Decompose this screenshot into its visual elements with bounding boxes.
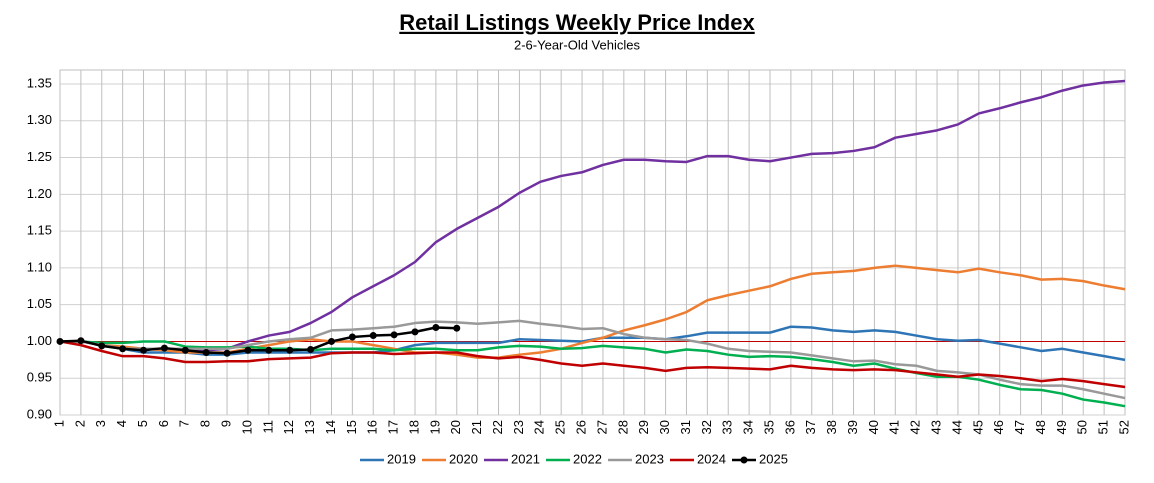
data-point	[202, 348, 210, 356]
x-tick-label: 14	[323, 420, 338, 434]
x-tick-label: 31	[678, 420, 693, 434]
series-line	[59, 340, 1126, 389]
x-tick-label: 34	[741, 420, 756, 434]
legend-marker	[740, 456, 748, 464]
x-tick-label: 35	[761, 420, 776, 434]
data-point	[453, 324, 461, 332]
x-tick-label: 46	[991, 420, 1006, 434]
legend-label: 2023	[635, 451, 664, 466]
x-tick-label: 12	[281, 420, 296, 434]
x-tick-label: 41	[887, 420, 902, 434]
data-point	[77, 337, 85, 345]
series-line	[60, 79, 1126, 352]
x-tick-label: 3	[93, 420, 108, 427]
x-tick-label: 23	[511, 420, 526, 434]
x-tick-label: 50	[1075, 420, 1090, 434]
x-tick-label: 32	[699, 420, 714, 434]
x-tick-label: 29	[636, 420, 651, 434]
x-tick-label: 26	[573, 420, 588, 434]
x-tick-label: 9	[218, 420, 233, 427]
x-tick-label: 40	[866, 420, 881, 434]
y-tick-label: 0.95	[27, 370, 52, 385]
x-tick-label: 5	[135, 420, 150, 427]
data-point	[369, 332, 377, 340]
data-point	[286, 346, 294, 354]
data-point	[327, 337, 335, 345]
series-line	[60, 325, 1126, 362]
data-point	[140, 346, 148, 354]
data-point	[160, 344, 168, 352]
data-point	[223, 349, 231, 357]
x-tick-label: 10	[239, 420, 254, 434]
series-line	[60, 264, 1126, 359]
x-tick-label: 49	[1054, 420, 1069, 434]
data-point	[411, 328, 419, 336]
x-tick-label: 52	[1116, 420, 1131, 434]
y-tick-label: 1.25	[27, 149, 52, 164]
x-tick-label: 6	[156, 420, 171, 427]
data-point	[432, 323, 440, 331]
x-tick-label: 20	[448, 420, 463, 434]
legend-label: 2024	[697, 451, 726, 466]
x-tick-label: 4	[114, 420, 129, 427]
x-tick-label: 48	[1033, 420, 1048, 434]
x-tick-label: 33	[720, 420, 735, 434]
y-tick-label: 1.05	[27, 296, 52, 311]
y-tick-label: 1.35	[27, 75, 52, 90]
x-tick-label: 43	[928, 420, 943, 434]
y-tick-label: 1.00	[27, 333, 52, 348]
series-line	[60, 319, 1126, 400]
x-tick-label: 1	[51, 420, 66, 427]
x-tick-label: 13	[302, 420, 317, 434]
data-point	[348, 333, 356, 341]
y-tick-label: 1.30	[27, 112, 52, 127]
data-point	[307, 346, 315, 354]
legend-label: 2019	[387, 451, 416, 466]
x-tick-label: 15	[344, 420, 359, 434]
x-tick-label: 28	[615, 420, 630, 434]
chart-title: Retail Listings Weekly Price Index	[399, 10, 755, 35]
x-tick-label: 18	[406, 420, 421, 434]
y-tick-label: 1.15	[27, 223, 52, 238]
x-tick-label: 51	[1096, 420, 1111, 434]
x-tick-label: 36	[782, 420, 797, 434]
x-tick-label: 8	[198, 420, 213, 427]
data-point	[119, 345, 127, 353]
data-point	[265, 346, 273, 354]
data-point	[98, 342, 106, 350]
y-tick-label: 1.20	[27, 186, 52, 201]
data-point	[181, 346, 189, 354]
legend-label: 2020	[449, 451, 478, 466]
x-tick-label: 25	[553, 420, 568, 434]
x-tick-label: 27	[594, 420, 609, 434]
x-tick-label: 11	[260, 420, 275, 434]
x-tick-label: 22	[490, 420, 505, 434]
x-tick-label: 38	[824, 420, 839, 434]
y-tick-label: 0.90	[27, 406, 52, 421]
chart-subtitle: 2-6-Year-Old Vehicles	[514, 37, 640, 52]
x-tick-label: 47	[1012, 420, 1027, 434]
x-tick-label: 37	[803, 420, 818, 434]
x-tick-label: 19	[427, 420, 442, 434]
x-tick-label: 2	[72, 420, 87, 427]
x-tick-label: 17	[386, 420, 401, 434]
x-tick-label: 39	[845, 420, 860, 434]
data-point	[244, 346, 252, 354]
x-tick-label: 44	[949, 420, 964, 434]
data-point	[56, 337, 64, 345]
x-tick-label: 16	[365, 420, 380, 434]
legend-label: 2021	[511, 451, 540, 466]
legend-label: 2022	[573, 451, 602, 466]
x-tick-label: 30	[657, 420, 672, 434]
x-tick-label: 21	[469, 420, 484, 434]
x-tick-label: 42	[908, 420, 923, 434]
x-tick-label: 24	[532, 420, 547, 434]
x-tick-label: 7	[177, 420, 192, 427]
data-point	[390, 331, 398, 339]
y-tick-label: 1.10	[27, 259, 52, 274]
legend-label: 2025	[759, 451, 788, 466]
x-tick-label: 45	[970, 420, 985, 434]
